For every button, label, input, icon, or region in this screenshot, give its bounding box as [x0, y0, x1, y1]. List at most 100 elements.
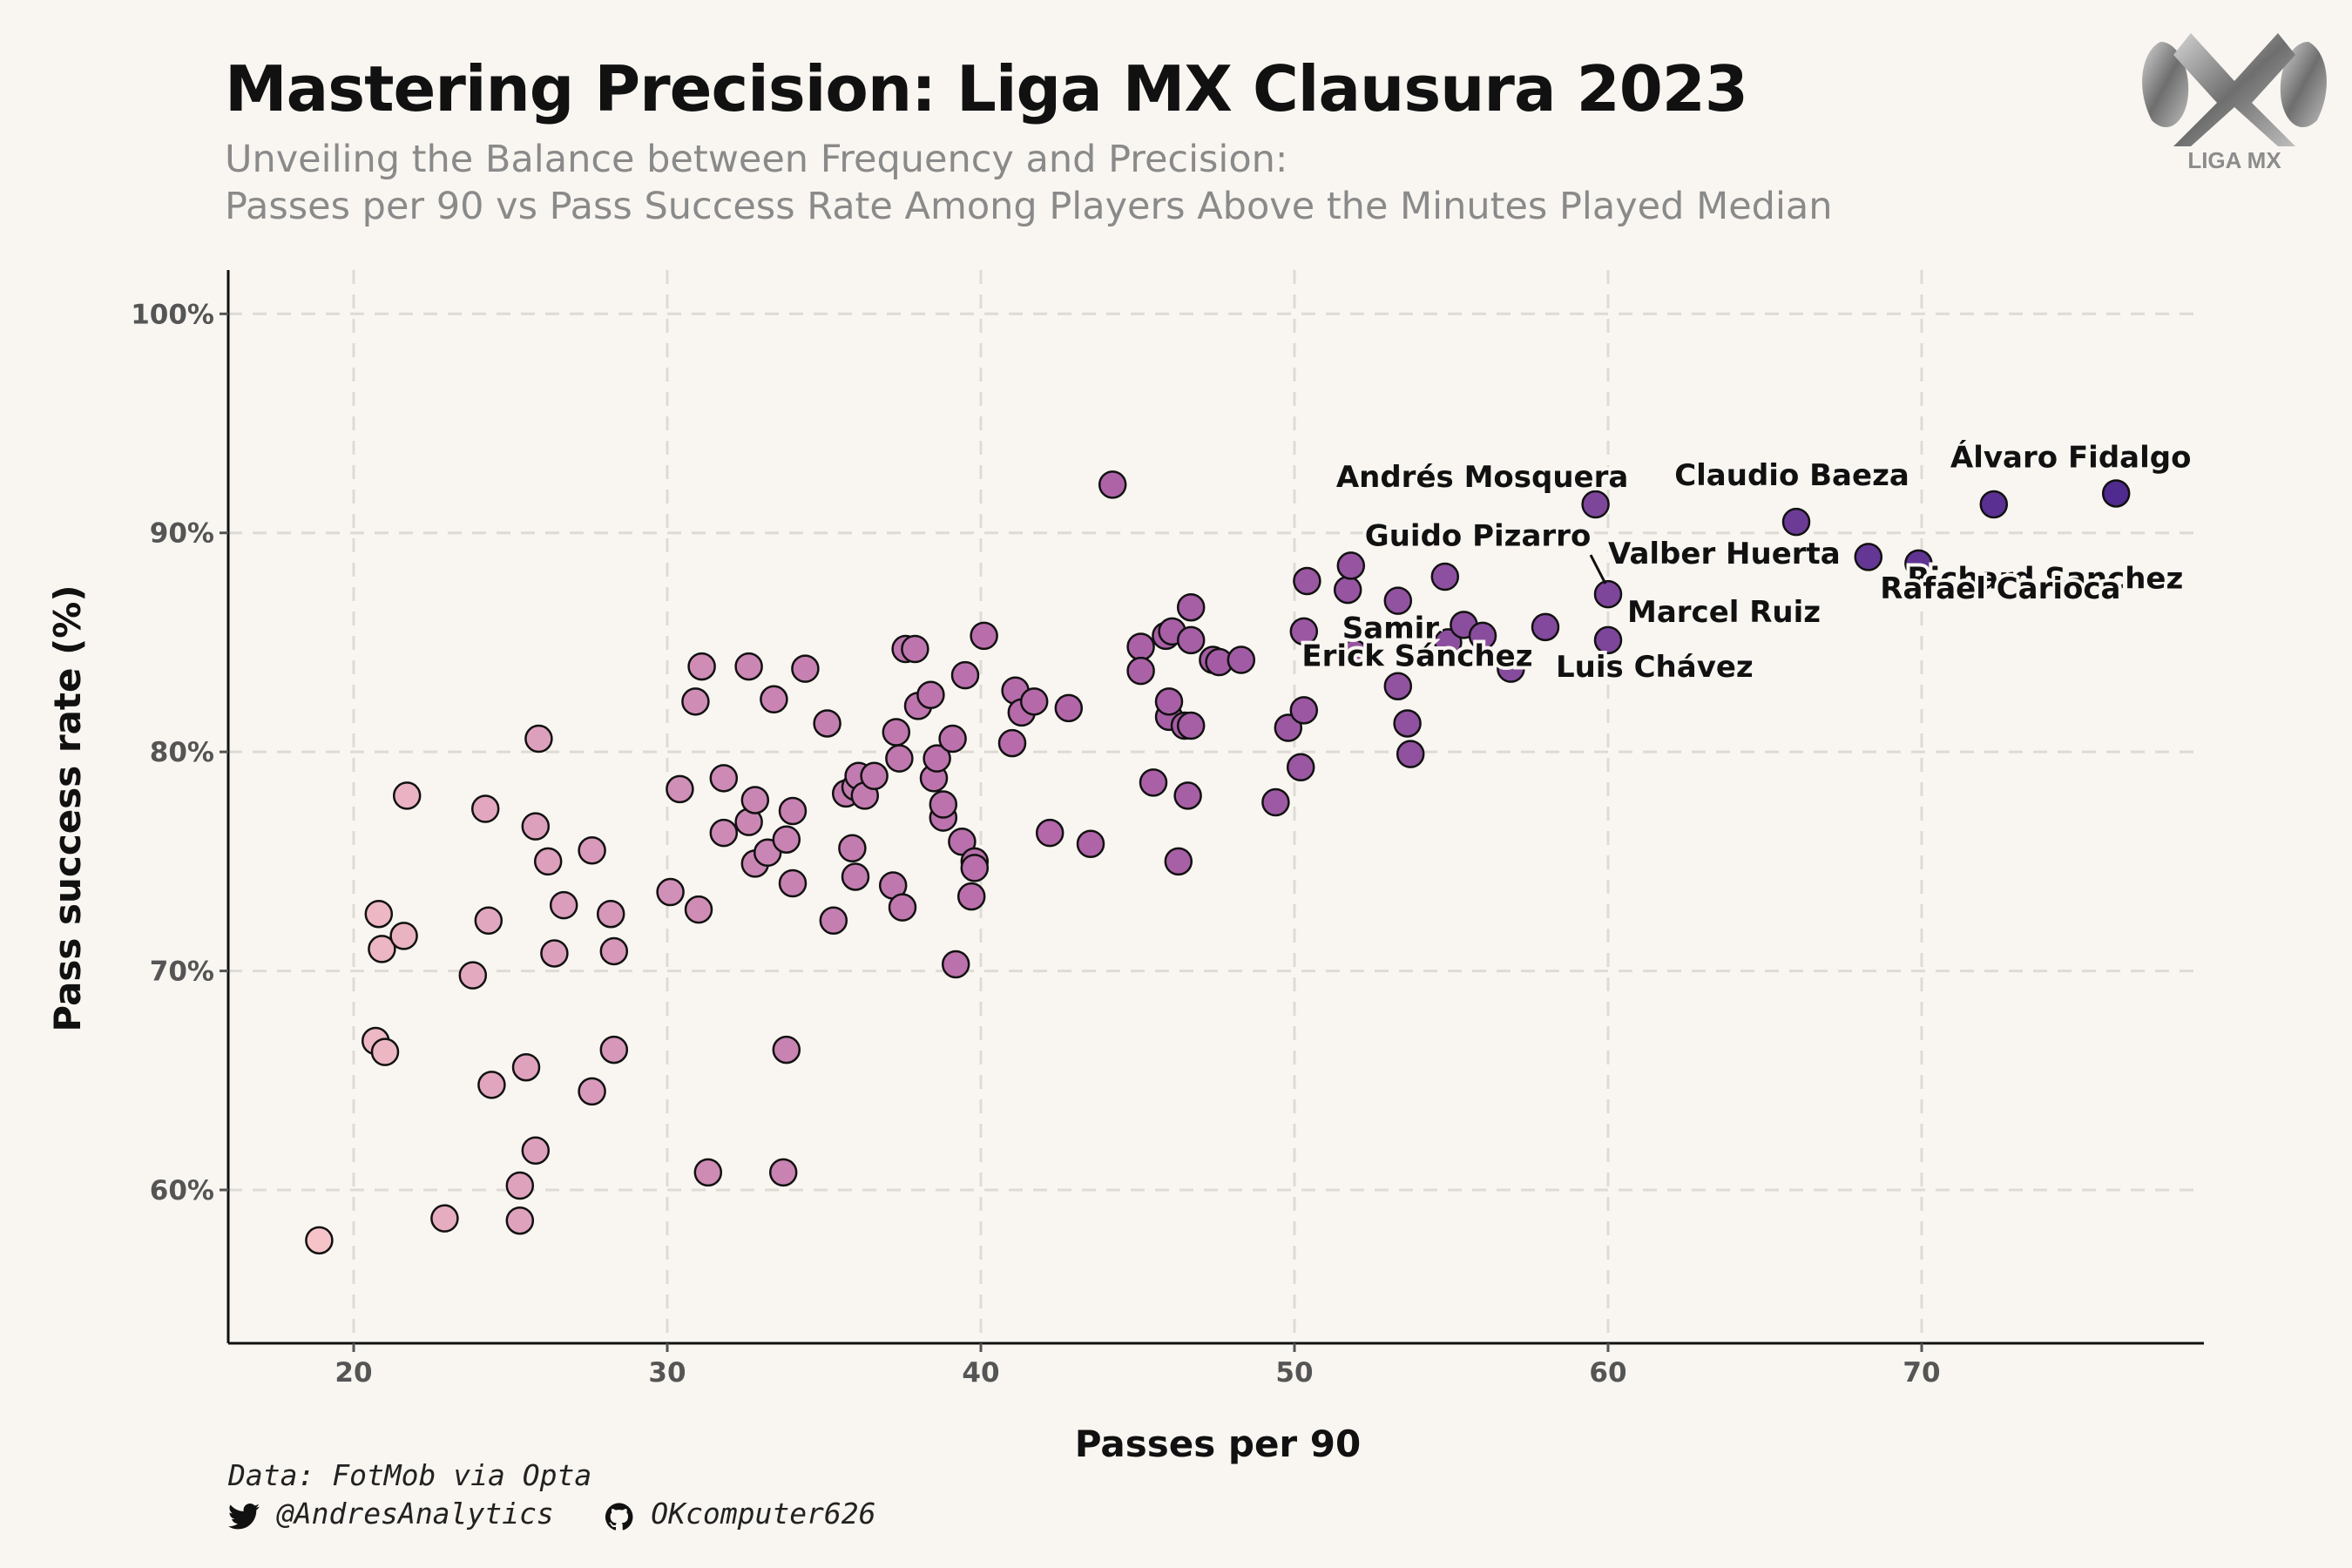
x-tick-label: 60 — [1589, 1357, 1626, 1389]
data-point — [470, 794, 500, 823]
subtitle-line-2: Passes per 90 vs Pass Success Rate Among… — [225, 185, 1833, 228]
data-point — [1019, 687, 1049, 716]
data-point — [1430, 562, 1460, 591]
data-point — [860, 761, 889, 791]
point-label: Andrés Mosquera — [1336, 460, 1629, 495]
data-point — [430, 1204, 459, 1233]
data-point — [1139, 768, 1168, 797]
data-point — [505, 1171, 535, 1200]
data-point — [681, 687, 710, 716]
x-tick-label: 70 — [1903, 1357, 1940, 1389]
point-label: Claudio Baeza — [1674, 458, 1909, 493]
data-point — [578, 1077, 606, 1106]
data-points — [305, 470, 2131, 1255]
data-point — [1531, 612, 1560, 642]
data-point — [941, 950, 970, 979]
point-label: Álvaro Fidalgo — [1950, 439, 2192, 475]
data-point — [778, 868, 808, 898]
data-point — [392, 781, 422, 810]
data-point — [693, 1158, 723, 1187]
footer: Data: FotMob via Opta @AndresAnalytics O… — [228, 1456, 876, 1533]
data-source: Data: FotMob via Opta — [228, 1458, 592, 1492]
data-point — [521, 1136, 551, 1165]
data-point — [578, 836, 606, 865]
data-point — [505, 1206, 535, 1235]
data-point — [1581, 490, 1610, 519]
y-tick-label: 90% — [150, 518, 214, 550]
data-point — [1468, 621, 1497, 651]
data-point — [474, 906, 504, 935]
data-point — [950, 660, 980, 690]
data-point — [1286, 753, 1315, 781]
data-point — [882, 718, 911, 747]
data-point — [1854, 543, 1883, 571]
data-point — [540, 939, 569, 968]
data-point — [791, 654, 820, 683]
logo-text: LIGA MX — [2187, 147, 2281, 173]
data-point — [368, 935, 396, 963]
data-point — [599, 1035, 629, 1064]
data-point — [477, 1071, 506, 1099]
github-icon — [605, 1497, 633, 1535]
data-point — [1383, 586, 1413, 615]
data-point — [709, 764, 739, 793]
data-point — [687, 652, 716, 681]
data-point — [1126, 632, 1155, 661]
x-tick-label: 30 — [648, 1357, 686, 1389]
data-point — [938, 724, 967, 754]
y-tick-label: 100% — [131, 299, 214, 330]
data-point — [772, 825, 801, 854]
data-point — [956, 882, 986, 911]
data-point — [1035, 818, 1064, 848]
data-point — [305, 1226, 334, 1255]
data-point — [760, 685, 788, 714]
y-tick-label: 80% — [150, 737, 214, 768]
data-point — [768, 1158, 798, 1187]
liga-mx-logo: LIGA MX — [2142, 33, 2327, 173]
data-point — [888, 893, 917, 922]
tick-labels: 20 30 40 50 60 70 60% 70% 80% 90% 100% — [131, 299, 1940, 1389]
data-point — [1393, 709, 1422, 738]
data-point — [364, 899, 394, 929]
data-point — [1396, 740, 1425, 768]
y-tick-label: 70% — [150, 956, 214, 988]
point-label: Guido Pizarro — [1365, 518, 1592, 553]
data-point — [1176, 711, 1206, 740]
y-tick-label: 60% — [150, 1175, 214, 1206]
data-point — [997, 728, 1027, 758]
twitter-icon — [228, 1497, 260, 1535]
point-label: Marcel Ruiz — [1627, 595, 1821, 630]
data-point — [1154, 687, 1184, 716]
point-label: Richard Sanchez — [1907, 561, 2183, 596]
point-label: Luis Chávez — [1556, 650, 1754, 685]
data-point — [960, 854, 990, 882]
data-point — [1176, 625, 1206, 655]
page-title: Mastering Precision: Liga MX Clausura 20… — [225, 52, 1748, 125]
data-point — [1274, 713, 1303, 742]
data-point — [778, 796, 808, 826]
data-point — [1227, 645, 1256, 674]
data-point — [1293, 566, 1321, 596]
data-point — [458, 961, 488, 990]
data-point — [656, 877, 685, 907]
data-point — [885, 744, 914, 773]
data-point — [1176, 592, 1206, 622]
leader-line — [1589, 554, 1607, 585]
grid-lines — [228, 270, 2204, 1343]
data-point — [684, 895, 713, 924]
data-point — [923, 744, 951, 773]
data-point — [533, 847, 563, 876]
data-point — [596, 899, 625, 929]
data-point — [599, 936, 629, 966]
data-point — [948, 827, 977, 856]
github-handle: OKcomputer626 — [651, 1497, 876, 1531]
data-point — [1054, 693, 1084, 723]
data-point — [970, 621, 998, 651]
data-point — [1164, 847, 1193, 876]
data-point — [740, 786, 770, 814]
data-point — [1173, 781, 1202, 810]
data-point — [1261, 787, 1290, 817]
data-point — [1098, 470, 1127, 499]
data-point — [838, 834, 867, 863]
